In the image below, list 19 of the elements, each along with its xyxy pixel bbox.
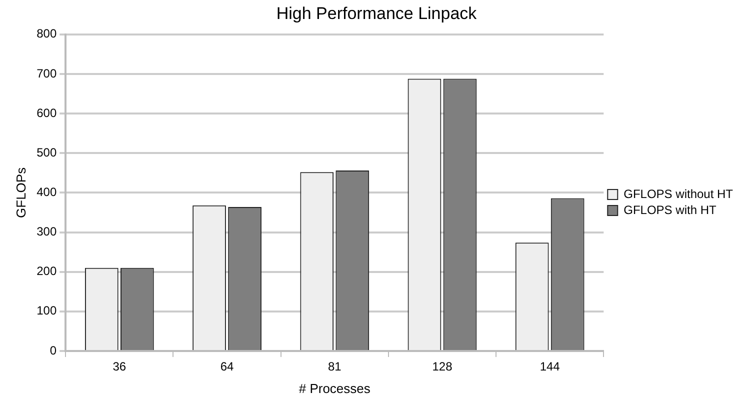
x-tick-label: 36 — [112, 360, 126, 374]
y-tick-label: 700 — [36, 66, 57, 80]
x-tick-label: 128 — [432, 360, 453, 374]
x-tick-label: 64 — [220, 360, 234, 374]
y-tick-label: 800 — [36, 26, 57, 41]
y-tick-label: 600 — [36, 106, 57, 120]
y-tick-label: 100 — [36, 304, 57, 318]
y-tick-label: 500 — [36, 145, 57, 160]
y-tick-label: 300 — [36, 224, 57, 239]
y-axis-title: GFLOPs — [13, 166, 28, 218]
x-axis-title: # Processes — [298, 380, 371, 396]
legend-label: GFLOPS with HT — [624, 202, 717, 217]
x-tick-label: 144 — [540, 360, 560, 374]
x-tick-label: 81 — [328, 360, 342, 374]
y-tick-label: 400 — [36, 185, 57, 200]
legend-label: GFLOPS without HT — [624, 186, 734, 201]
chart-title: High Performance Linpack — [276, 4, 478, 23]
y-tick-label: 200 — [36, 264, 57, 278]
y-tick-label: 0 — [50, 343, 57, 358]
